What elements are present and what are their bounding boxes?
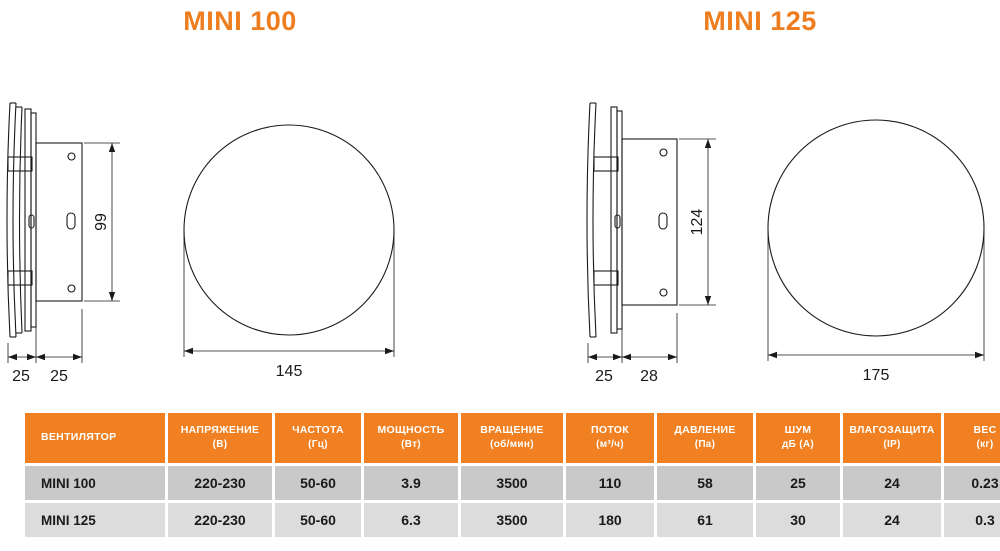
column-header-power-label: МОЩНОСТЬ bbox=[377, 424, 445, 437]
column-header-noise-unit: дБ (А) bbox=[782, 439, 814, 451]
cell-power: 6.3 bbox=[364, 503, 458, 537]
table-header-row: ВЕНТИЛЯТОР НАПРЯЖЕНИЕ (В) ЧАСТОТА (Гц) М… bbox=[25, 413, 1000, 463]
side-view-mini-100 bbox=[6, 102, 83, 338]
table-row: MINI 100 220-230 50-60 3.9 3500 110 58 2… bbox=[25, 466, 1000, 500]
cell-pressure: 58 bbox=[657, 466, 753, 500]
front-view-circle-mini-125 bbox=[767, 119, 985, 337]
column-header-frequency: ЧАСТОТА (Гц) bbox=[275, 413, 361, 463]
dimension-label-height-mini-125: 124 bbox=[689, 209, 706, 236]
column-header-voltage: НАПРЯЖЕНИЕ (В) bbox=[168, 413, 272, 463]
column-header-power: МОЩНОСТЬ (Вт) bbox=[364, 413, 458, 463]
dimension-label-depth-back-mini-100: 25 bbox=[50, 368, 68, 385]
cell-ip: 24 bbox=[843, 503, 941, 537]
front-view-circle-mini-100 bbox=[183, 124, 395, 336]
column-header-rotation-label: ВРАЩЕНИЕ bbox=[480, 424, 544, 437]
specifications-table: ВЕНТИЛЯТОР НАПРЯЖЕНИЕ (В) ЧАСТОТА (Гц) М… bbox=[22, 410, 1000, 540]
cell-flow: 180 bbox=[566, 503, 654, 537]
cell-flow: 110 bbox=[566, 466, 654, 500]
column-header-rotation: ВРАЩЕНИЕ (об/мин) bbox=[461, 413, 563, 463]
column-header-weight-unit: (кг) bbox=[976, 439, 994, 451]
cell-voltage: 220-230 bbox=[168, 466, 272, 500]
cell-model: MINI 125 bbox=[25, 503, 165, 537]
cell-model: MINI 100 bbox=[25, 466, 165, 500]
column-header-fan: ВЕНТИЛЯТОР bbox=[25, 413, 165, 463]
column-header-pressure: ДАВЛЕНИЕ (Па) bbox=[657, 413, 753, 463]
cell-rotation: 3500 bbox=[461, 503, 563, 537]
column-header-weight-label: ВЕС bbox=[973, 424, 997, 437]
drawing-svg-mini-100: 99 25 25 145 bbox=[6, 102, 395, 385]
table-row: MINI 125 220-230 50-60 6.3 3500 180 61 3… bbox=[25, 503, 1000, 537]
dimension-label-depth-front-mini-100: 25 bbox=[12, 368, 30, 385]
column-header-pressure-label: ДАВЛЕНИЕ bbox=[674, 424, 736, 437]
cell-pressure: 61 bbox=[657, 503, 753, 537]
dimension-depth-mini-100 bbox=[7, 309, 83, 363]
column-header-weight: ВЕС (кг) bbox=[944, 413, 1000, 463]
cell-rotation: 3500 bbox=[461, 466, 563, 500]
cell-frequency: 50-60 bbox=[275, 503, 361, 537]
cell-noise: 30 bbox=[756, 503, 840, 537]
dimension-label-diameter-mini-125: 175 bbox=[863, 367, 890, 384]
product-title-mini-100: MINI 100 bbox=[183, 6, 297, 36]
column-header-flow-label: ПОТОК bbox=[591, 424, 629, 437]
dimension-label-diameter-mini-100: 145 bbox=[276, 363, 303, 380]
dimension-diameter-mini-100 bbox=[183, 230, 395, 357]
dimension-height-mini-100 bbox=[84, 142, 120, 302]
dimension-diameter-mini-125 bbox=[767, 228, 985, 361]
cell-ip: 24 bbox=[843, 466, 941, 500]
column-header-voltage-unit: (В) bbox=[212, 439, 228, 451]
technical-drawing-mini-125: 124 25 28 175 bbox=[580, 95, 1000, 385]
column-header-rotation-unit: (об/мин) bbox=[490, 439, 534, 451]
cell-power: 3.9 bbox=[364, 466, 458, 500]
cell-weight: 0.23 bbox=[944, 466, 1000, 500]
column-header-flow-unit: (м³/ч) bbox=[596, 439, 624, 451]
column-header-flow: ПОТОК (м³/ч) bbox=[566, 413, 654, 463]
column-header-ip-label: ВЛАГОЗАЩИТА bbox=[849, 424, 935, 437]
column-header-power-unit: (Вт) bbox=[401, 439, 421, 451]
dimension-label-depth-back-mini-125: 28 bbox=[640, 368, 658, 385]
dimension-label-height-mini-100: 99 bbox=[93, 213, 110, 231]
column-header-frequency-unit: (Гц) bbox=[308, 439, 328, 451]
cell-weight: 0.3 bbox=[944, 503, 1000, 537]
cell-frequency: 50-60 bbox=[275, 466, 361, 500]
cell-noise: 25 bbox=[756, 466, 840, 500]
cell-voltage: 220-230 bbox=[168, 503, 272, 537]
column-header-noise-label: ШУМ bbox=[784, 424, 812, 437]
side-view-mini-125 bbox=[586, 102, 678, 338]
column-header-frequency-label: ЧАСТОТА bbox=[292, 424, 344, 437]
column-header-ip-unit: (IP) bbox=[883, 439, 901, 451]
product-title-mini-125: MINI 125 bbox=[703, 6, 817, 36]
column-header-pressure-unit: (Па) bbox=[694, 439, 716, 451]
column-header-noise: ШУМ дБ (А) bbox=[756, 413, 840, 463]
dimension-label-depth-front-mini-125: 25 bbox=[595, 368, 613, 385]
column-header-ip: ВЛАГОЗАЩИТА (IP) bbox=[843, 413, 941, 463]
dimension-depth-mini-125 bbox=[587, 313, 678, 363]
dimension-height-mini-125 bbox=[679, 138, 716, 306]
column-header-voltage-label: НАПРЯЖЕНИЕ bbox=[180, 424, 260, 437]
drawing-svg-mini-125: 124 25 28 175 bbox=[586, 102, 985, 385]
column-header-fan-label: ВЕНТИЛЯТОР bbox=[41, 431, 117, 444]
technical-drawing-mini-100: 99 25 25 145 bbox=[0, 95, 420, 385]
